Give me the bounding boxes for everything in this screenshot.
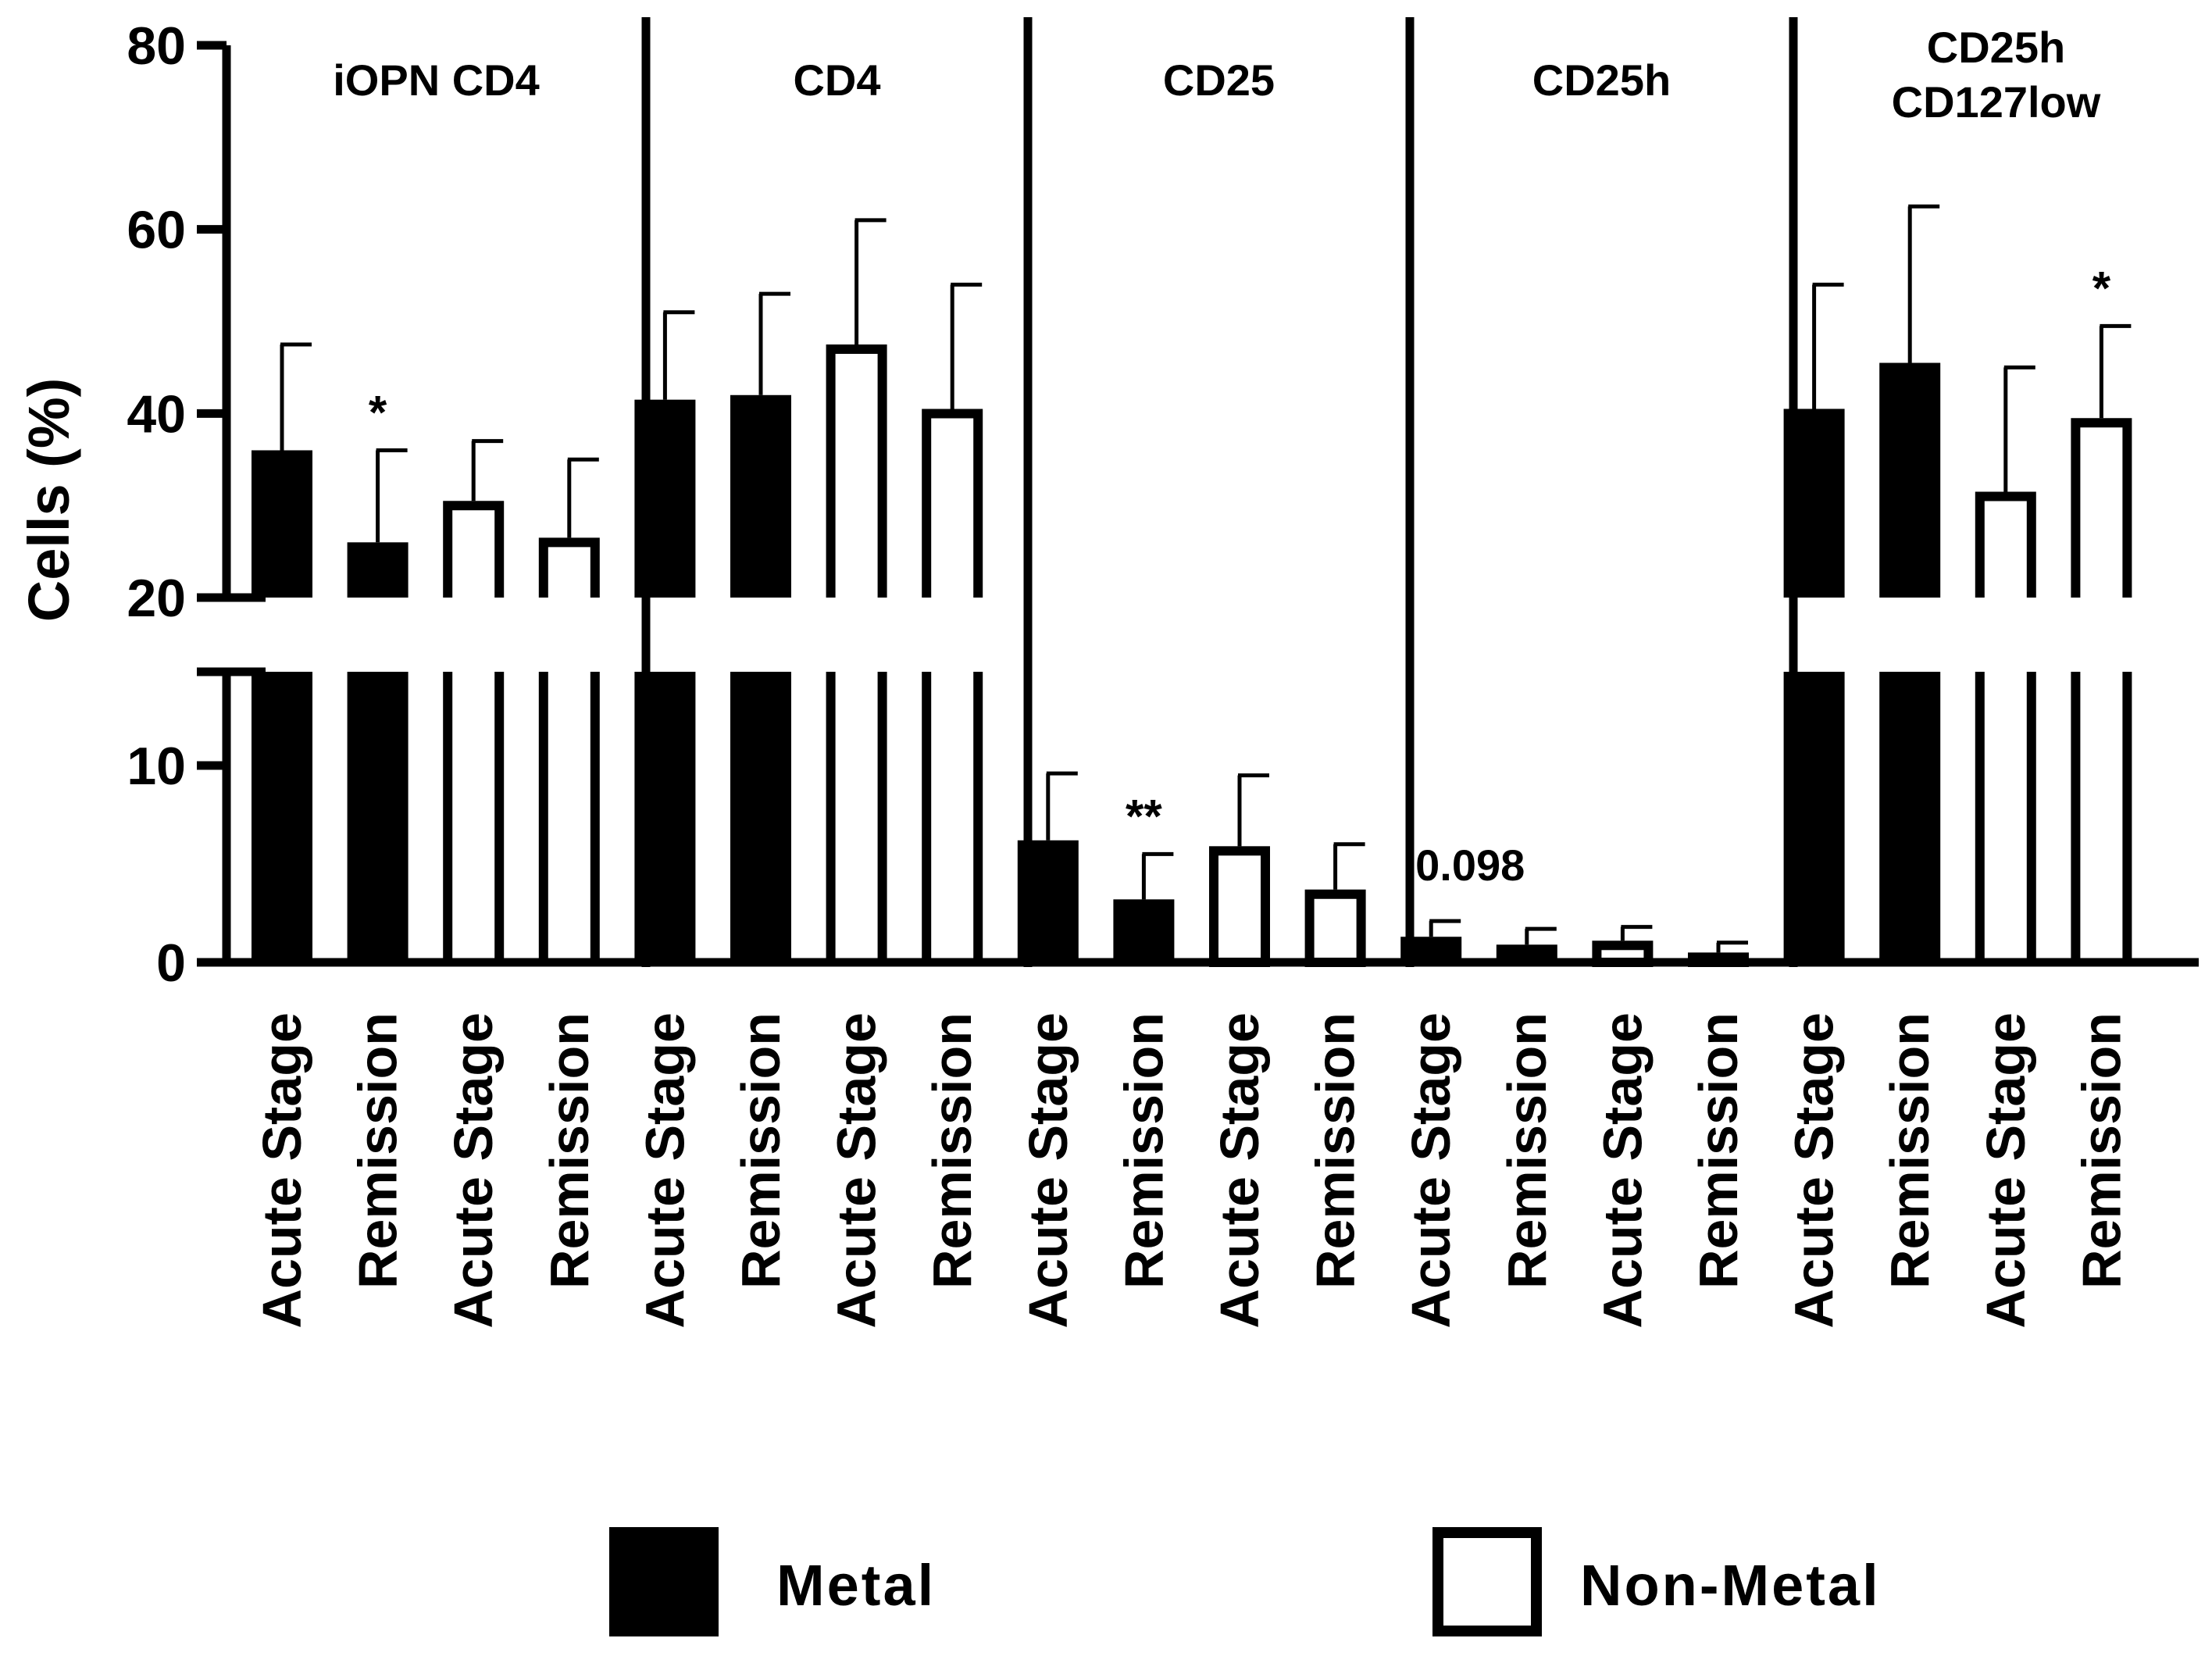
bar-7-lower (826, 672, 887, 962)
x-tick-label-3: Acute Stage (443, 1012, 504, 1329)
x-tick-label-17: Acute Stage (1784, 1012, 1845, 1329)
x-tick-label-6: Remission (730, 1012, 791, 1289)
significance-annotation-4: 0.098 (1415, 840, 1525, 890)
group-title-2: CD4 (793, 55, 880, 105)
bar-1-upper (252, 450, 312, 598)
legend-swatch (1432, 1527, 1542, 1636)
x-tick-labels: Acute Stage Remission Acute Stage Remission… (252, 1012, 2132, 1329)
x-tick-label-13: Acute Stage (1400, 1012, 1461, 1329)
y-tick-label-60: 60 (127, 201, 186, 260)
group-title-5: CD25h CD127low (1892, 23, 2101, 127)
bar-3-lower (443, 672, 505, 962)
x-tick-label-20: Remission (2071, 1012, 2132, 1289)
bar-15 (1592, 940, 1654, 968)
bar-11 (1209, 846, 1270, 967)
x-tick-label-18: Remission (1879, 1012, 1940, 1289)
x-tick-label-4: Remission (539, 1012, 600, 1289)
x-tick-label-2: Remission (348, 1012, 409, 1289)
x-tick-label-11: Acute Stage (1209, 1012, 1270, 1329)
group-title-line: CD25h (1532, 55, 1671, 105)
y-tick-label-10: 10 (127, 737, 186, 796)
bar-20-lower (2071, 672, 2132, 962)
bar-5-lower (634, 672, 696, 962)
bar-2-lower (347, 672, 409, 962)
x-tick-label-14: Remission (1497, 1012, 1557, 1289)
x-tick-label-10: Remission (1113, 1012, 1174, 1289)
legend-label: Metal (776, 1553, 936, 1618)
bar-7-upper (826, 344, 887, 598)
y-tick-label-40: 40 (127, 384, 186, 444)
legend-label: Non-Metal (1580, 1553, 1881, 1618)
x-tick-label-5: Acute Stage (634, 1012, 695, 1329)
x-tick-label-12: Remission (1305, 1012, 1366, 1289)
bar-6-lower (730, 672, 791, 962)
y-tick-label-0: 0 (156, 933, 186, 993)
bar-8-upper (922, 409, 983, 598)
group-title-line: iOPN CD4 (333, 55, 540, 105)
group-title-line: CD25h (1927, 23, 2065, 72)
bar-14 (1496, 944, 1557, 962)
bar-10 (1113, 899, 1175, 962)
y-axis-title: Cells (%) (16, 378, 81, 623)
bars (252, 204, 2132, 968)
y-axis: 0 10 20 40 60 80 Cells (%) (16, 16, 2199, 993)
bar-9 (1017, 840, 1079, 962)
bar-16 (1688, 952, 1749, 968)
bar-18-upper (1879, 362, 1941, 598)
bar-13 (1400, 937, 1462, 962)
group-dividers (641, 17, 1798, 967)
legend-swatch (609, 1527, 719, 1636)
group-title-4: CD25h (1532, 55, 1671, 105)
bar-5-upper (634, 399, 696, 598)
x-tick-label-19: Acute Stage (1975, 1012, 2036, 1329)
bar-19-lower (1975, 672, 2036, 962)
x-tick-label-16: Remission (1688, 1012, 1749, 1289)
legend: Metal Non-Metal (609, 1527, 1881, 1636)
bar-4-lower (538, 672, 600, 962)
bar-4-upper (538, 537, 600, 598)
bar-3-upper (443, 501, 505, 598)
bar-2-upper (347, 542, 409, 598)
y-tick-label-20: 20 (127, 569, 186, 628)
x-tick-label-15: Acute Stage (1592, 1012, 1653, 1329)
bar-17-upper (1783, 409, 1845, 598)
y-tick-label-80: 80 (127, 16, 186, 76)
x-tick-label-8: Remission (922, 1012, 983, 1289)
group-title-line: CD127low (1892, 77, 2101, 127)
legend-item-metal: Metal (609, 1527, 936, 1636)
x-tick-label-7: Acute Stage (826, 1012, 887, 1329)
significance-annotation-1: * (369, 386, 387, 438)
bar-20-upper (2071, 418, 2132, 598)
bar-17-lower (1783, 672, 1845, 962)
bar-12 (1304, 889, 1366, 968)
significance-annotation-5: * (2092, 262, 2111, 314)
x-tick-label-1: Acute Stage (252, 1012, 312, 1329)
bar-18-lower (1879, 672, 1941, 962)
x-tick-label-9: Acute Stage (1018, 1012, 1079, 1329)
group-title-1: iOPN CD4 (333, 55, 540, 105)
bar-19-upper (1975, 491, 2036, 598)
group-title-3: CD25 (1163, 55, 1275, 105)
significance-annotation-3: ** (1126, 790, 1162, 842)
bar-8-lower (922, 672, 983, 962)
group-title-line: CD4 (793, 55, 880, 105)
bar-1-lower (252, 672, 312, 962)
group-titles: iOPN CD4 * CD4 CD25 ** CD25h 0.098 CD25h CD127lo… (333, 23, 2110, 890)
group-title-line: CD25 (1163, 55, 1275, 105)
legend-item-non-metal: Non-Metal (1432, 1527, 1881, 1636)
bar-6-upper (730, 394, 791, 598)
